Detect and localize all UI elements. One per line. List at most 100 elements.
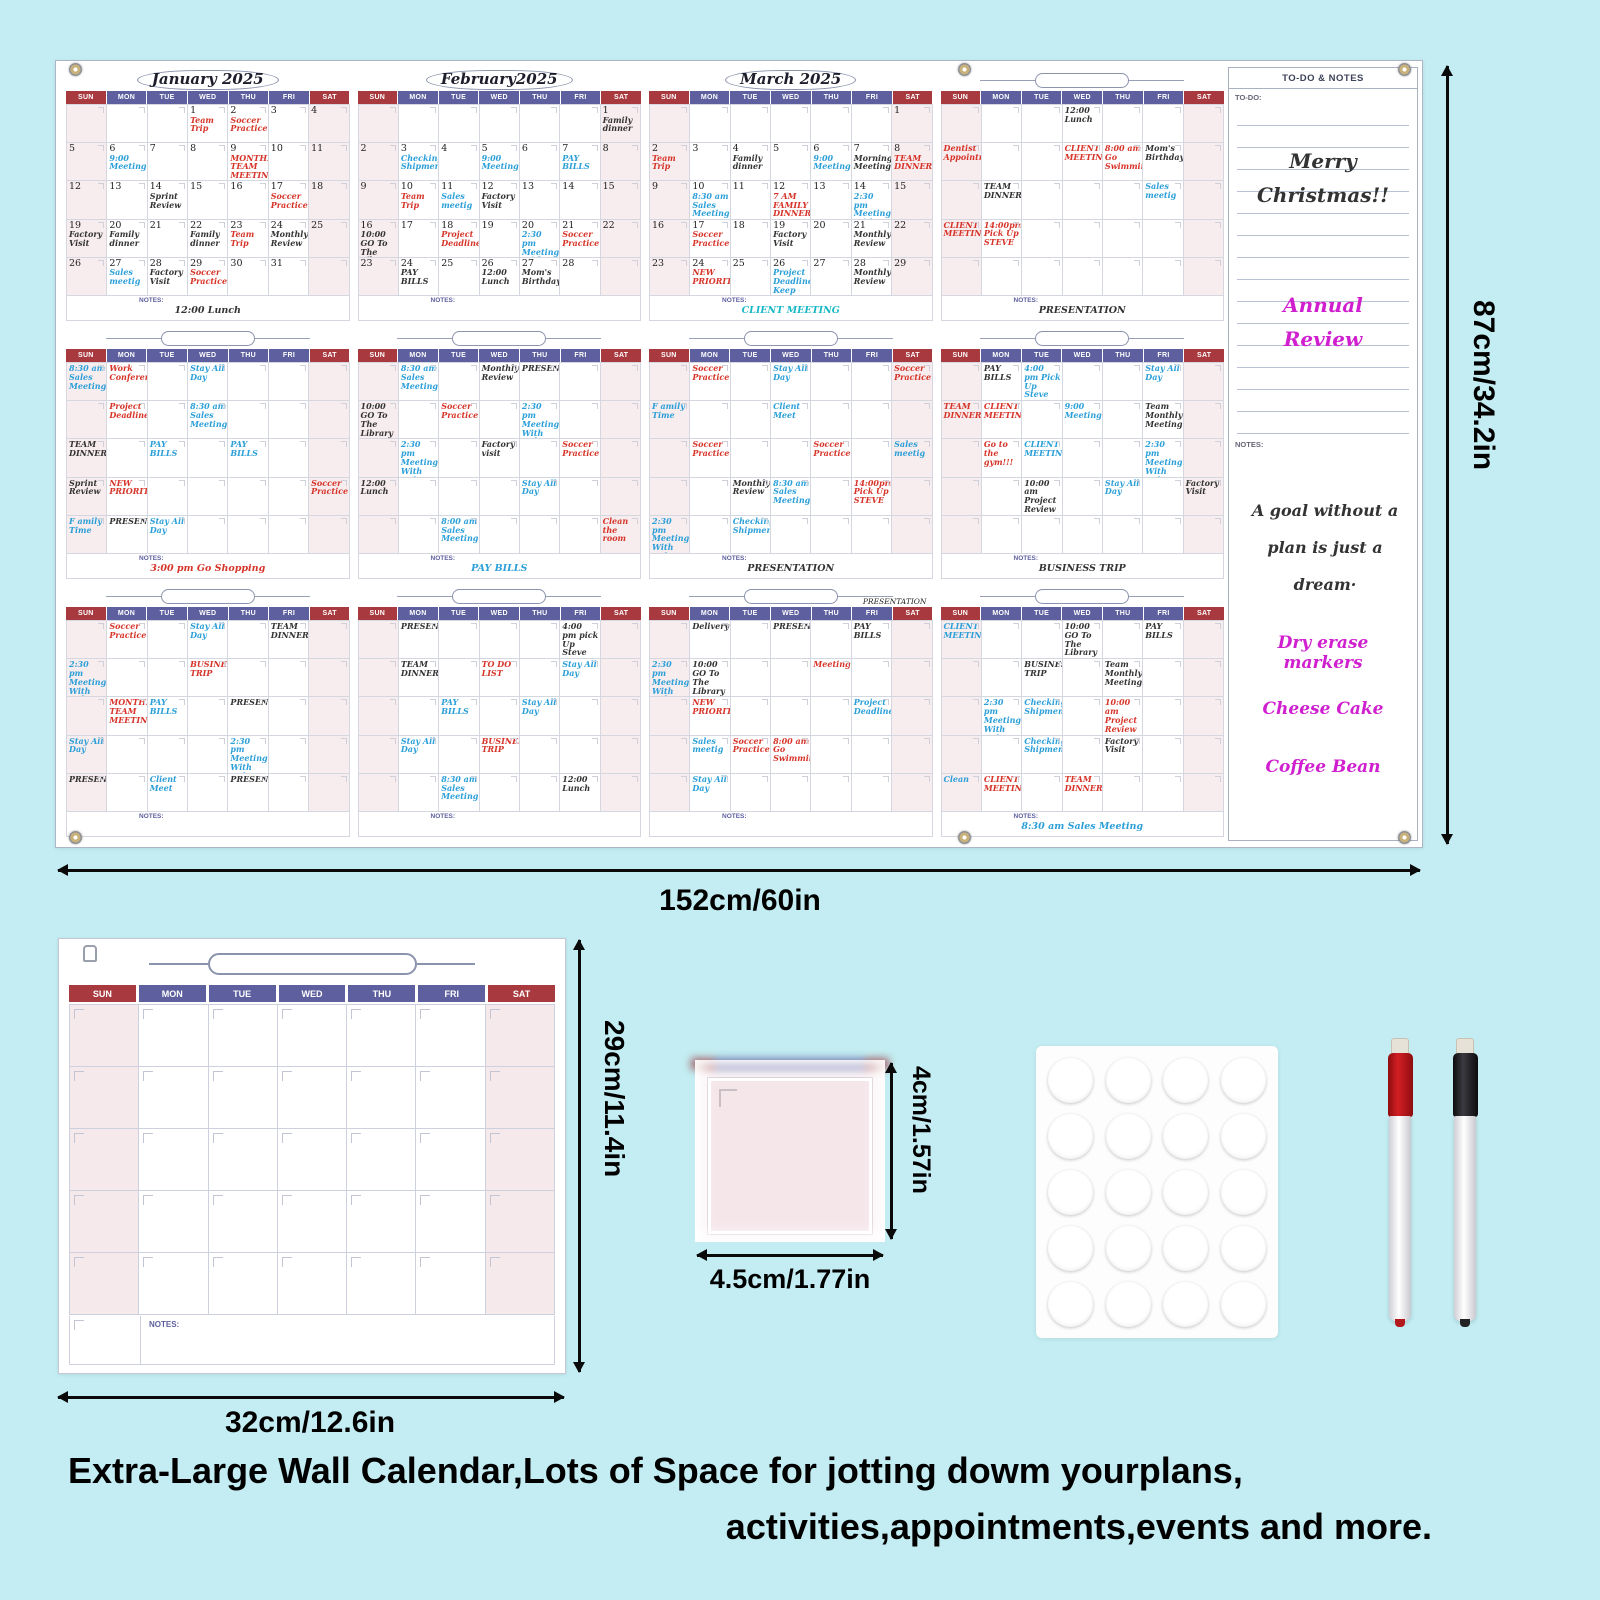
notes-item: A goal without a plan is just a dream·: [1251, 501, 1399, 594]
calendar-cell: [771, 515, 812, 554]
day-header-row: SUN MON TUE WED THU FRI SAT: [66, 91, 350, 104]
calendar-cell: [851, 439, 893, 478]
calendar-cell: [228, 515, 269, 554]
calendar-cell: 10 8:30 am Sales Meeting: [690, 181, 731, 220]
calendar-cell: [358, 659, 399, 698]
calendar-cell: [771, 773, 812, 812]
calendar-cell: 9MONTHLY TEAM MEETING: [228, 143, 269, 182]
day-header-thu: THU: [520, 91, 560, 104]
calendar-cell: [981, 515, 1023, 554]
month-title-text: March 2025: [725, 70, 857, 90]
calendar-cell: Soccer Practice: [892, 363, 933, 402]
calendar-cell: 11: [309, 143, 350, 182]
small-calendar-cell: [70, 1191, 140, 1253]
calendar-cell: [690, 401, 731, 440]
calendar-cell: Sprint Review: [67, 477, 108, 516]
event-note: 4:00 pm Pick Up Steve: [1024, 363, 1061, 400]
calendar-cell: [1102, 219, 1144, 258]
day-header-wed: WED: [187, 349, 228, 362]
hanger-slot: [66, 585, 350, 607]
date-number: 27: [521, 257, 535, 269]
event-note: 2:30 pm Meeting With Bob: [69, 659, 107, 697]
event-note: MONTHLY TEAM MEETING: [109, 697, 148, 725]
calendar-cell: [67, 621, 108, 660]
notes-label: NOTES:: [722, 297, 747, 304]
calendar-cell: [941, 477, 982, 516]
calendar-cell: Stay All Day: [398, 735, 440, 774]
day-header-sun: SUN: [69, 985, 136, 1002]
cell-width-arrow: [697, 1254, 883, 1257]
date-number: 16: [230, 181, 243, 193]
date-number: 26: [773, 257, 786, 269]
event-note: 12:00 Lunch: [562, 773, 591, 793]
event-note: Stay All Day: [1145, 363, 1180, 382]
calendar-cell: 28: [560, 257, 601, 296]
day-header-mon: MON: [689, 607, 730, 620]
date-number: 17: [270, 181, 283, 193]
event-note: Morning Meeting: [853, 152, 893, 172]
calendar-cell: [1062, 219, 1103, 258]
day-header-fri: FRI: [269, 91, 309, 104]
calendar-cell: Soccer Practice: [690, 363, 731, 402]
day-header-tue: TUE: [730, 349, 770, 362]
calendar-cell: 18: [309, 181, 350, 220]
event-note: Project Deadline!!: [441, 229, 478, 248]
event-note: BUSINESS TRIP: [1024, 659, 1061, 678]
calendar-cell: 13: [811, 181, 852, 220]
calendar-cell: [560, 477, 601, 516]
calendar-cell: 29 Soccer Practice: [188, 257, 229, 296]
date-number: 31: [270, 257, 283, 269]
calendar-cell: [188, 773, 229, 812]
calendar-cell: CLIENT MEETING: [981, 773, 1023, 812]
calendar-cell: 21 Soccer Practice: [560, 219, 601, 258]
day-header-fri: FRI: [560, 91, 601, 104]
event-note: 8:30 am Sales Meeting: [400, 363, 439, 391]
calendar-cell: Stay All Day: [1143, 363, 1184, 402]
adhesive-dot: [1220, 1113, 1266, 1159]
calendar-cell: 30: [228, 257, 269, 296]
calendar-cell: [941, 439, 982, 478]
caption-line-1: Extra-Large Wall Calendar,Lots of Space …: [68, 1450, 1243, 1491]
calendar-cell: [1022, 773, 1063, 812]
event-note: Clean the room: [602, 515, 629, 544]
date-number: 13: [109, 181, 122, 193]
cell-height-label: 4cm/1.57in: [907, 1066, 935, 1194]
date-number: 21: [562, 219, 575, 231]
day-header-mon: MON: [689, 349, 730, 362]
date-number: 2: [360, 143, 367, 155]
calendar-cell: Project Deadline: [107, 401, 148, 440]
event-note: Dentist Appointment: [943, 143, 981, 162]
calendar-cell: PAY BILLS: [981, 363, 1023, 402]
event-note: 12:00 Lunch: [360, 477, 389, 497]
event-note: 8:00 am Go Swimming: [1104, 143, 1142, 171]
event-note: NEW PRIORITIES: [692, 267, 729, 287]
small-calendar-cell: [208, 1005, 278, 1067]
day-header-wed: WED: [770, 91, 811, 104]
event-note: Soccer Practice: [562, 439, 600, 459]
calendar-cell: 2:30 pm Meeting With Bob: [650, 659, 691, 698]
date-number: 19: [773, 219, 786, 231]
todo-item: Merry Christmas!!: [1256, 149, 1390, 207]
notes-label: NOTES:: [1013, 297, 1039, 304]
date-number: 15: [190, 181, 203, 193]
event-note: Stay All Day: [190, 621, 225, 640]
month-panel-10: SUNMONTUEWEDTHUFRISATPRESENTATION4:00 pm…: [357, 585, 641, 837]
notes-label: NOTES:: [149, 1320, 180, 1329]
todo-lines-area: Merry Christmas!! Annual Review: [1237, 104, 1409, 436]
calendar-cell: 12: [67, 181, 108, 220]
calendar-cell: Mom's Birthday: [1143, 143, 1184, 182]
day-header-tue: TUE: [438, 607, 479, 620]
calendar-cell: Project Deadline: [851, 697, 893, 736]
notes-label: NOTES:: [139, 297, 164, 304]
calendar-cell: [309, 257, 350, 296]
calendar-cell: [268, 659, 310, 698]
notes-label: NOTES:: [430, 297, 456, 304]
calendar-cell: [147, 105, 189, 144]
calendar-cell: [1183, 621, 1224, 660]
calendar-cell: [309, 363, 350, 402]
date-number: 28: [562, 257, 575, 269]
small-calendar-cell: [277, 1005, 348, 1067]
event-note: Monthly Review: [853, 229, 891, 248]
calendar-cell: 9:00 Meeting: [1062, 401, 1103, 440]
calendar-cell: [730, 659, 772, 698]
